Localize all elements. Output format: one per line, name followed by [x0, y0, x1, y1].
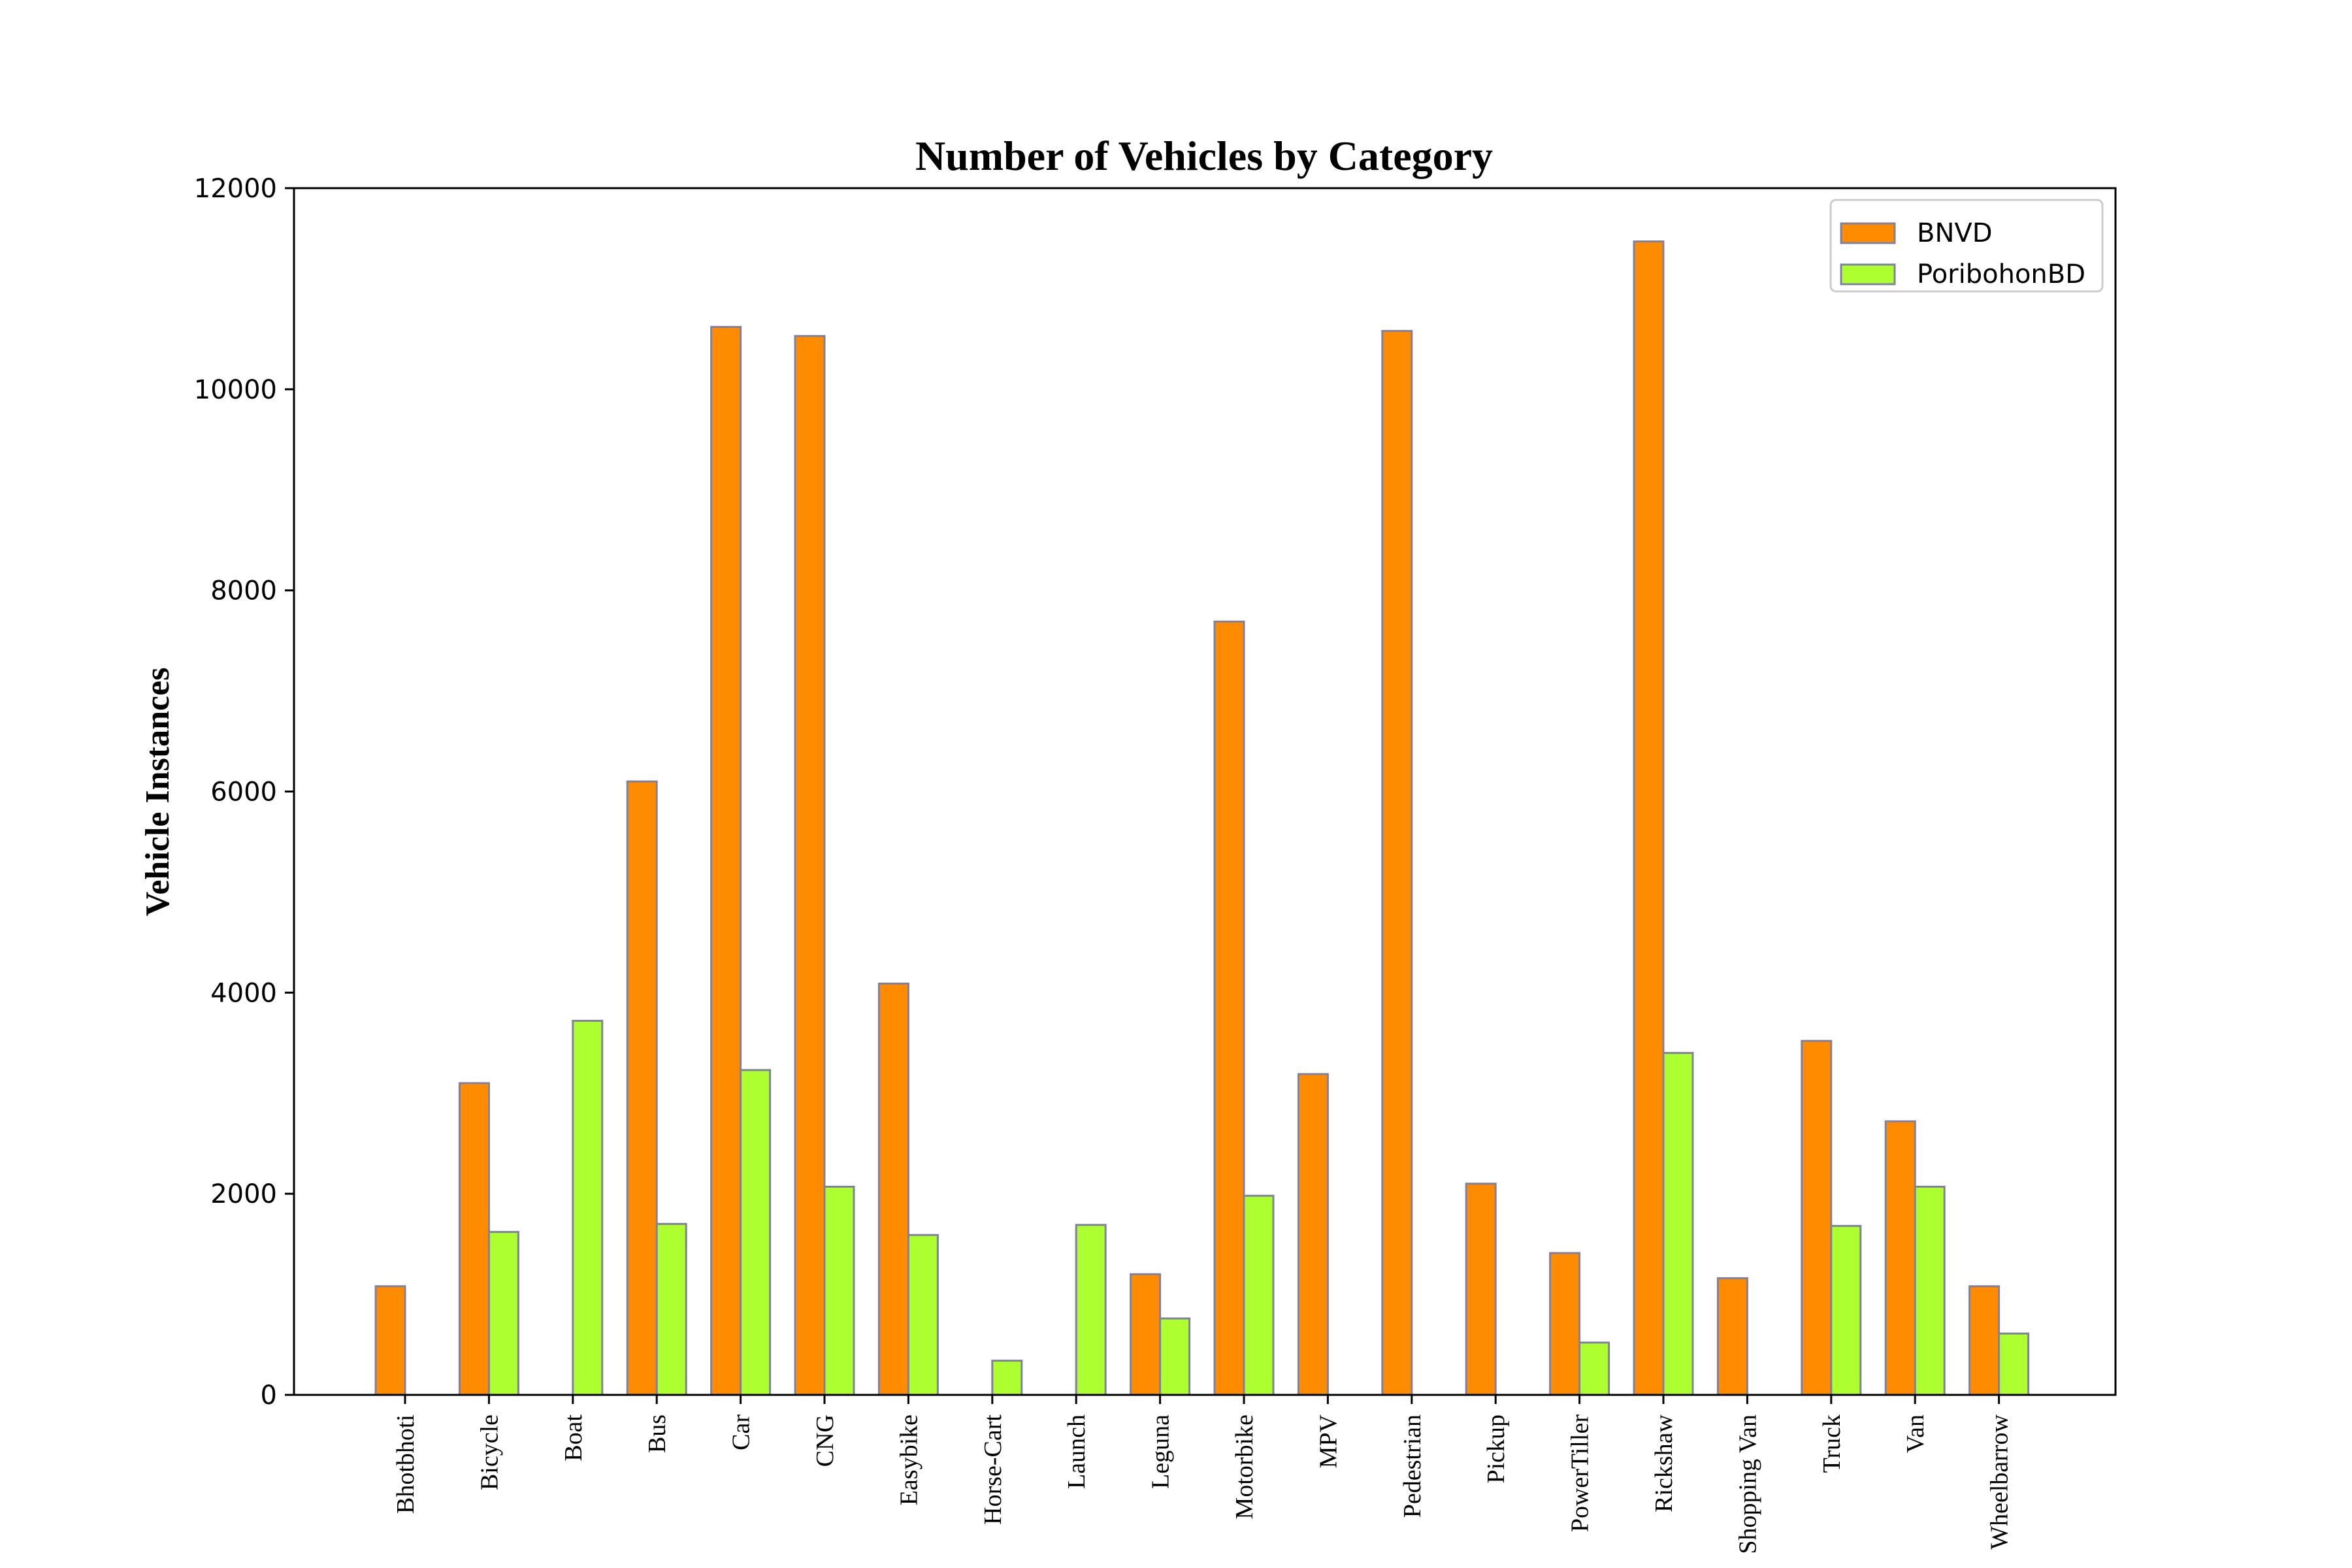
- x-tick-label: Motorbike: [1231, 1414, 1258, 1519]
- x-tick-label: Pickup: [1482, 1414, 1510, 1484]
- bar: [1830, 1224, 1862, 1396]
- x-tick-label: Horse-Cart: [979, 1414, 1007, 1525]
- x-tick-label: Van: [1902, 1414, 1929, 1453]
- x-tick-label: PowerTiller: [1567, 1414, 1594, 1533]
- bar: [1243, 1194, 1275, 1396]
- bar: [1549, 1252, 1581, 1396]
- chart-title: Number of Vehicles by Category: [915, 133, 1493, 179]
- x-tick-label: Leguna: [1147, 1414, 1175, 1489]
- x-tick-label: Pedestrian: [1399, 1414, 1426, 1518]
- bar: [1914, 1185, 1946, 1396]
- bar: [1801, 1039, 1833, 1396]
- x-tick-label: Wheelbarrow: [1986, 1414, 2014, 1549]
- x-tick-label: Bicycle: [476, 1414, 503, 1490]
- bar: [1884, 1120, 1916, 1396]
- bar: [1297, 1073, 1329, 1396]
- bar: [1998, 1332, 2030, 1396]
- bar: [1578, 1341, 1610, 1396]
- legend-swatch: [1840, 222, 1896, 244]
- x-tick-label: Car: [728, 1414, 755, 1450]
- bar: [1159, 1317, 1191, 1396]
- bar: [740, 1069, 772, 1396]
- bar: [1716, 1277, 1748, 1396]
- y-axis-label: Vehicle Instances: [139, 668, 176, 917]
- y-tick-label: 2000: [210, 1179, 277, 1209]
- bar: [487, 1231, 519, 1396]
- x-tick-label: Bus: [644, 1414, 671, 1453]
- x-tick-label: Boat: [560, 1414, 587, 1462]
- x-tick-label: MPV: [1315, 1414, 1342, 1468]
- y-tick-label: 10000: [194, 375, 277, 405]
- legend-swatch: [1840, 263, 1896, 286]
- x-tick-label: Shopping Van: [1734, 1414, 1761, 1554]
- x-tick-label: Rickshaw: [1650, 1414, 1678, 1512]
- bar: [823, 1185, 855, 1396]
- legend-label: BNVD: [1917, 218, 1993, 248]
- x-tick-label: Truck: [1818, 1414, 1846, 1473]
- x-tick-label: Launch: [1063, 1414, 1090, 1489]
- bar: [710, 325, 742, 1396]
- bar: [626, 780, 658, 1396]
- bar: [1662, 1052, 1694, 1396]
- x-tick-label: Easybike: [895, 1414, 923, 1505]
- x-tick-label: Bhotbhoti: [392, 1414, 419, 1514]
- bar: [1968, 1285, 2001, 1396]
- bar: [1130, 1273, 1162, 1396]
- y-tick-label: 12000: [194, 174, 277, 204]
- legend: BNVD PoribohonBD: [1829, 199, 2104, 293]
- bar: [458, 1082, 490, 1396]
- plot-area: 0 2000 4000 6000 8000 10000 12000 Bhotbhoti Bicy…: [194, 174, 2117, 1554]
- bar: [374, 1285, 406, 1396]
- bar: [991, 1360, 1023, 1396]
- bar: [655, 1222, 687, 1396]
- bar: [907, 1233, 939, 1396]
- bar: [794, 335, 826, 1396]
- y-tick-label: 0: [261, 1380, 277, 1411]
- bar: [572, 1019, 604, 1396]
- x-tick-label: CNG: [811, 1414, 839, 1467]
- plot-frame: [293, 187, 2117, 1396]
- legend-box: [1829, 199, 2104, 293]
- bar: [1465, 1183, 1497, 1396]
- bar: [1381, 330, 1413, 1396]
- bar: [877, 982, 909, 1396]
- y-tick-label: 8000: [210, 576, 277, 606]
- bar: [1075, 1224, 1107, 1396]
- y-tick-label: 4000: [210, 978, 277, 1008]
- bar: [1633, 240, 1665, 1396]
- legend-label: PoribohonBD: [1917, 259, 2085, 289]
- bar: [1213, 620, 1245, 1396]
- y-tick-label: 6000: [210, 777, 277, 808]
